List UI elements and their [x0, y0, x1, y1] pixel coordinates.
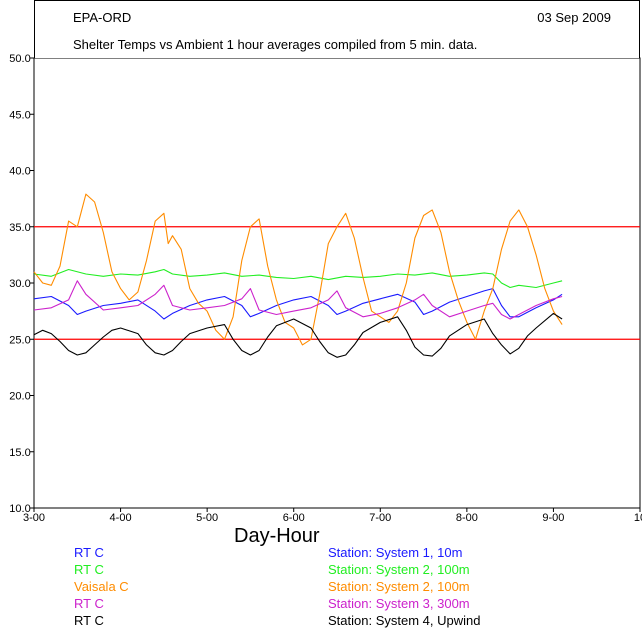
legend-label: RT C	[74, 596, 104, 611]
legend-label: Vaisala C	[74, 579, 129, 594]
legend-station: Station: System 3, 300m	[328, 596, 470, 611]
legend-label: RT C	[74, 613, 104, 628]
legend-label: RT C	[74, 545, 104, 560]
series-line	[33, 312, 563, 358]
series-line	[33, 280, 563, 320]
legend-station: Station: System 1, 10m	[328, 545, 463, 560]
y-tick-label: 35.0	[9, 222, 30, 234]
y-tick-label: 15.0	[9, 447, 30, 459]
x-tick-label: 10	[634, 512, 642, 524]
series-line	[33, 193, 563, 346]
chart-header: EPA-ORD 03 Sep 2009 Shelter Temps vs Amb…	[34, 0, 640, 58]
y-tick-label: 10.0	[9, 503, 30, 515]
x-tick-label: 7-00	[369, 512, 391, 524]
legend-label: RT C	[74, 562, 104, 577]
plot-area	[33, 57, 641, 509]
chart-date: 03 Sep 2009	[537, 10, 611, 25]
x-tick-label: 4-00	[110, 512, 132, 524]
y-tick-label: 40.0	[9, 166, 30, 178]
x-tick-label: 9-00	[542, 512, 564, 524]
y-tick-label: 45.0	[9, 109, 30, 121]
x-tick-label: 5-00	[196, 512, 218, 524]
legend-station: Station: System 2, 100m	[328, 562, 470, 577]
y-tick-label: 20.0	[9, 391, 30, 403]
organization-label: EPA-ORD	[73, 10, 132, 25]
chart-subtitle: Shelter Temps vs Ambient 1 hour averages…	[73, 37, 478, 52]
series-line	[33, 288, 563, 320]
x-tick-label: 8-00	[456, 512, 478, 524]
x-axis-label: Day-Hour	[234, 525, 320, 547]
y-tick-label: 25.0	[9, 334, 30, 346]
x-tick-label: 3-00	[23, 512, 45, 524]
x-tick-label: 6-00	[283, 512, 305, 524]
y-tick-label: 30.0	[9, 278, 30, 290]
legend: RT C Station: System 1, 10m RT C Station…	[0, 545, 642, 629]
legend-station: Station: System 2, 100m	[328, 579, 470, 594]
y-tick-label: 50.0	[9, 53, 30, 65]
legend-station: Station: System 4, Upwind	[328, 613, 481, 628]
